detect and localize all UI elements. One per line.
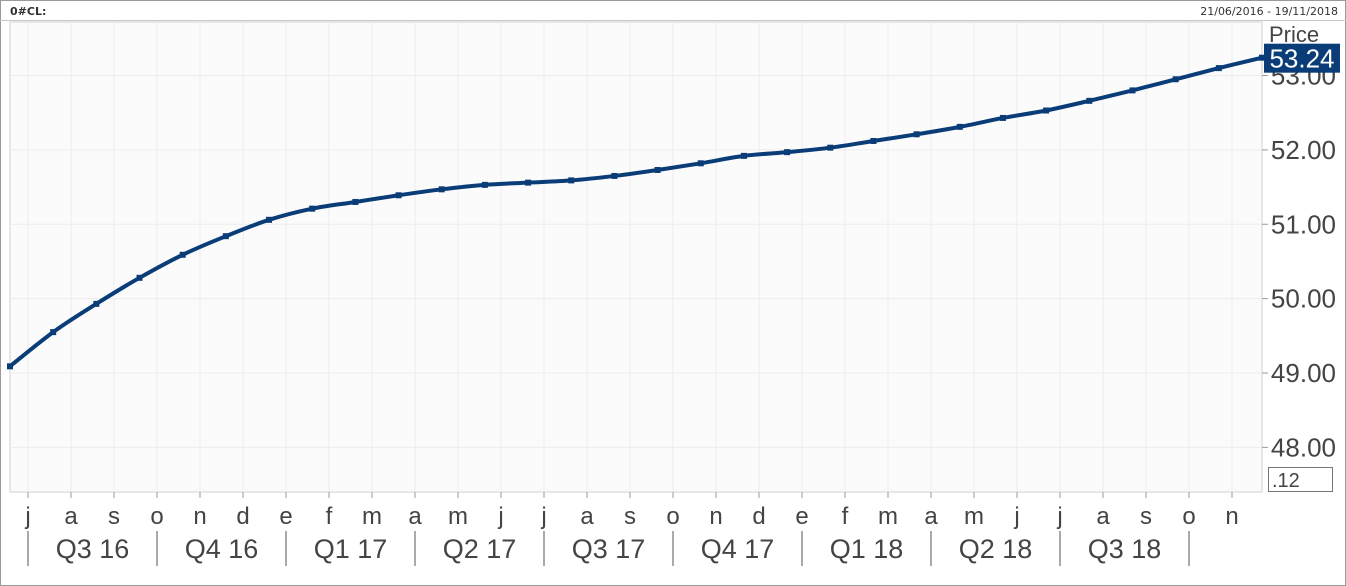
data-point — [611, 172, 618, 179]
data-point — [1129, 87, 1136, 94]
month-tick-label: e — [279, 503, 292, 530]
quarter-label: Q1 17 — [314, 534, 388, 564]
quarter-label: Q3 18 — [1088, 534, 1162, 564]
data-point — [870, 137, 877, 144]
month-tick-label: m — [878, 503, 898, 530]
month-tick-label: j — [540, 503, 546, 530]
data-point — [1259, 54, 1265, 61]
quarter-label: Q2 17 — [443, 534, 517, 564]
data-point — [654, 166, 661, 173]
y-tick-label: 50.00 — [1271, 284, 1336, 314]
data-point — [1172, 76, 1179, 83]
y-tick-label: 51.00 — [1271, 209, 1336, 239]
month-tick-label: a — [1096, 503, 1110, 530]
month-tick-label: o — [666, 503, 679, 530]
month-tick-label: o — [1182, 503, 1195, 530]
month-tick-label: d — [752, 503, 765, 530]
data-point — [697, 160, 704, 167]
data-point — [222, 233, 229, 240]
month-tick-label: m — [964, 503, 984, 530]
data-point — [740, 152, 747, 159]
month-tick-label: n — [193, 503, 206, 530]
quarter-label: Q1 18 — [830, 534, 904, 564]
quarter-label: Q3 16 — [56, 534, 130, 564]
y-axis-title: Price — [1269, 22, 1319, 47]
month-tick-label: n — [1225, 503, 1238, 530]
data-point — [93, 300, 100, 307]
month-tick-label: d — [236, 503, 249, 530]
data-point — [266, 216, 273, 223]
month-tick-label: e — [795, 503, 808, 530]
month-tick-label: j — [1056, 503, 1062, 530]
data-point — [827, 144, 834, 151]
data-point — [1215, 65, 1222, 72]
quarter-label: Q4 17 — [701, 534, 775, 564]
month-tick-label: m — [362, 503, 382, 530]
date-range: 21/06/2016 - 19/11/2018 — [1200, 5, 1338, 18]
data-point — [999, 114, 1006, 121]
month-tick-label: f — [842, 503, 849, 530]
data-point — [50, 329, 57, 336]
month-tick-label: j — [1013, 503, 1019, 530]
data-point — [481, 181, 488, 188]
data-point — [309, 205, 316, 212]
month-tick-label: a — [924, 503, 938, 530]
month-tick-label: j — [497, 503, 503, 530]
instrument-code: 0#CL: — [10, 5, 47, 18]
data-point — [179, 251, 186, 258]
data-point — [525, 179, 532, 186]
last-price-badge — [1264, 43, 1340, 73]
month-tick-label: m — [448, 503, 468, 530]
y-tick-label: 48.00 — [1271, 432, 1336, 462]
month-tick-label: a — [408, 503, 422, 530]
month-tick-label: j — [24, 503, 30, 530]
data-point — [784, 149, 791, 156]
month-tick-label: s — [108, 503, 120, 530]
last-price-label: 53.24 — [1269, 44, 1334, 74]
month-tick-label: o — [150, 503, 163, 530]
quarter-label: Q3 17 — [572, 534, 646, 564]
month-tick-label: f — [326, 503, 333, 530]
month-tick-label: s — [624, 503, 636, 530]
data-point — [395, 192, 402, 199]
quarter-label: Q4 16 — [185, 534, 259, 564]
data-point — [956, 123, 963, 130]
month-tick-label: a — [580, 503, 594, 530]
month-tick-label: s — [1140, 503, 1152, 530]
scale-box — [1268, 467, 1333, 492]
data-point — [913, 131, 920, 138]
price-series-line — [8, 55, 1264, 369]
data-point — [7, 363, 13, 370]
data-point — [1086, 97, 1093, 104]
data-point — [136, 274, 143, 281]
data-point — [568, 177, 575, 184]
y-scale-label: .12 — [1272, 470, 1300, 492]
data-point — [352, 198, 359, 205]
quarter-label: Q2 18 — [959, 534, 1033, 564]
month-tick-label: n — [709, 503, 722, 530]
data-point — [1043, 107, 1050, 114]
y-tick-label: 52.00 — [1271, 135, 1336, 165]
data-point — [438, 186, 445, 193]
y-tick-label: 49.00 — [1271, 358, 1336, 388]
month-tick-label: a — [64, 503, 78, 530]
plot-area — [9, 21, 1263, 493]
